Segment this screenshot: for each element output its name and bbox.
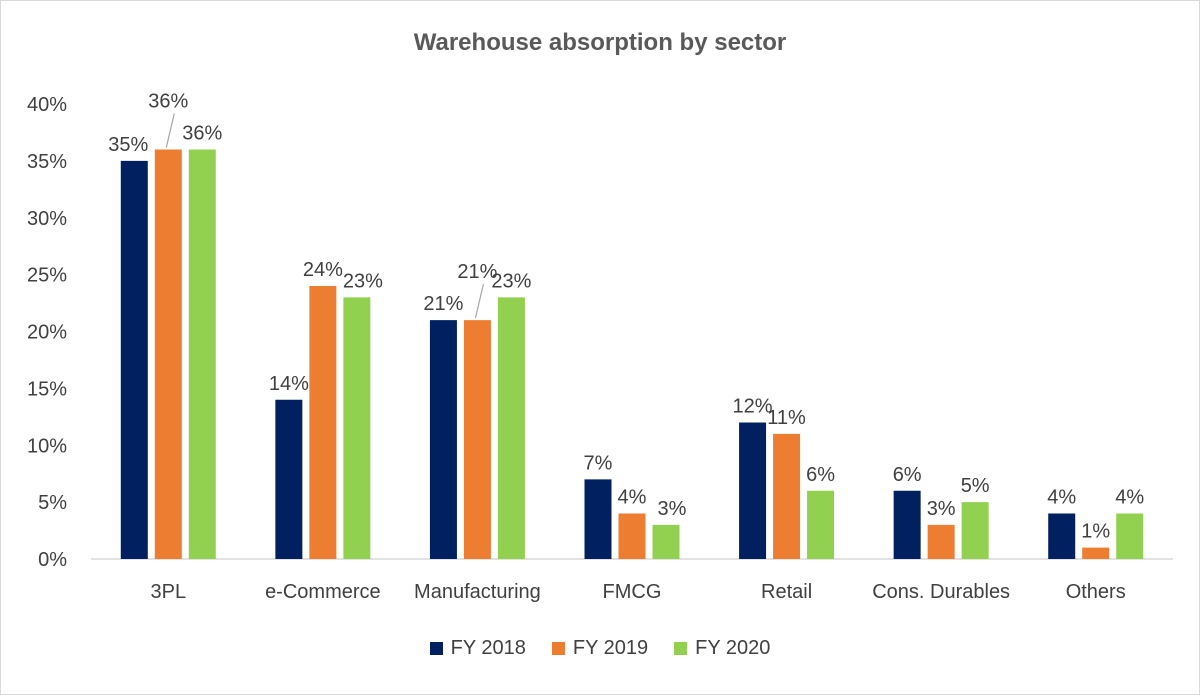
y-tick-label: 0% (38, 549, 67, 571)
data-label-leader (474, 283, 485, 319)
y-tick-label: 40% (27, 94, 67, 116)
y-tick-label: 20% (27, 322, 67, 344)
x-category-label: FMCG (603, 581, 662, 603)
legend-swatch (674, 642, 688, 655)
data-label: 35% (108, 134, 148, 156)
y-tick-label: 15% (27, 378, 67, 400)
bar-fy-2020 (188, 149, 216, 559)
data-label: 21% (423, 293, 463, 315)
x-category-label: Manufacturing (414, 581, 541, 603)
bar-fy-2020 (1116, 513, 1144, 559)
data-label: 6% (893, 464, 922, 486)
x-category-label: 3PL (150, 581, 186, 603)
legend-swatch (551, 642, 565, 655)
data-label: 12% (733, 396, 773, 418)
bar-fy-2018 (275, 399, 303, 559)
y-tick-label: 10% (27, 435, 67, 457)
data-label: 21% (457, 261, 497, 283)
data-label: 14% (269, 373, 309, 395)
legend-label: FY 2018 (450, 637, 526, 659)
y-tick-label: 5% (38, 492, 67, 514)
data-label: 3% (658, 498, 687, 520)
bar-fy-2020 (343, 297, 371, 559)
data-label: 4% (618, 487, 647, 509)
data-label: 5% (961, 475, 990, 497)
legend-item: FY 2019 (551, 637, 649, 660)
data-label: 4% (1047, 487, 1076, 509)
data-label-leader (165, 113, 175, 148)
bar-fy-2018 (429, 320, 457, 559)
data-label: 23% (491, 270, 531, 292)
chart-title: Warehouse absorption by sector (413, 29, 787, 56)
bar-fy-2019 (1082, 547, 1110, 559)
data-label: 36% (182, 123, 222, 145)
y-tick-label: 30% (27, 208, 67, 230)
legend-item: FY 2018 (429, 637, 526, 660)
legend-label: FY 2020 (695, 637, 771, 659)
legend-swatch (429, 642, 443, 655)
bar-fy-2019 (154, 149, 182, 559)
plot-area: 0%5%10%15%20%25%30%35%40%35%36%36%14%24%… (27, 91, 1173, 603)
bar-fy-2020 (807, 490, 835, 559)
data-label: 7% (584, 452, 613, 474)
data-label: 6% (806, 464, 835, 486)
bar-fy-2018 (1048, 513, 1076, 559)
bar-fy-2019 (773, 433, 801, 559)
data-label: 4% (1115, 487, 1144, 509)
bar-fy-2019 (309, 286, 337, 559)
y-tick-label: 35% (27, 151, 67, 173)
bar-fy-2020 (961, 502, 989, 559)
bar-fy-2020 (652, 524, 680, 559)
bar-fy-2020 (497, 297, 525, 559)
x-category-label: e-Commerce (265, 581, 381, 603)
data-label: 1% (1081, 521, 1110, 543)
legend-label: FY 2019 (572, 637, 649, 659)
x-category-label: Cons. Durables (872, 581, 1010, 603)
bar-fy-2019 (618, 513, 646, 559)
bar-fy-2018 (584, 479, 612, 559)
bar-fy-2019 (463, 320, 491, 559)
bar-fy-2018 (893, 490, 921, 559)
bar-fy-2018 (739, 422, 767, 559)
bar-fy-2019 (927, 524, 955, 559)
data-label: 3% (927, 498, 956, 520)
legend-item: FY 2020 (674, 637, 770, 660)
data-label: 11% (767, 407, 806, 429)
legend: FY 2018 FY 2019 FY 2020 (1, 637, 1199, 660)
data-label: 24% (303, 259, 343, 281)
x-category-label: Retail (761, 581, 812, 603)
x-category-label: Others (1066, 581, 1126, 603)
y-tick-label: 25% (27, 265, 67, 287)
data-label: 23% (343, 270, 383, 292)
bar-fy-2018 (120, 160, 148, 559)
data-label: 36% (148, 91, 188, 113)
